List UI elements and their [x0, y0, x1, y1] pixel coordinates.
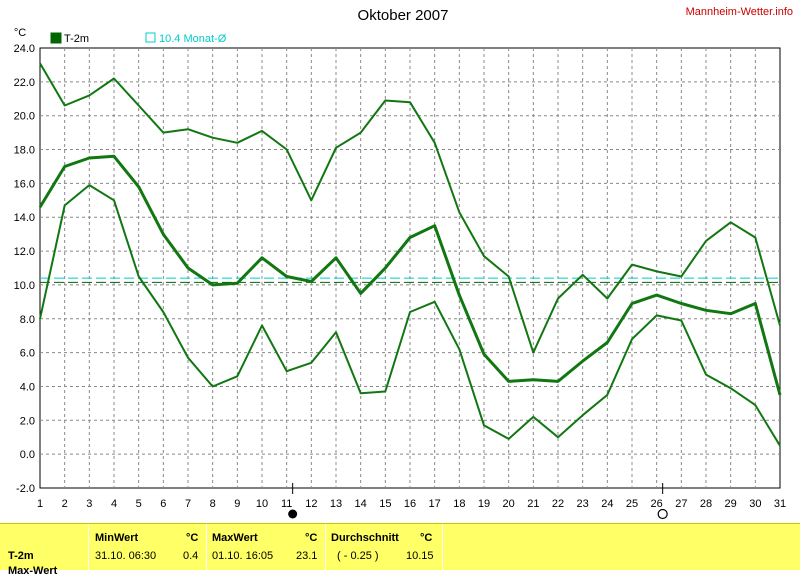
avg-unit: °C [420, 532, 433, 544]
statistics-panel: MinWert °C MaxWert °C Durchschnitt °C T-… [0, 523, 800, 577]
x-tick-label: 12 [305, 498, 317, 510]
y-tick-label: 18.0 [14, 145, 35, 157]
x-tick-label: 9 [234, 498, 240, 510]
y-tick-label: 16.0 [14, 178, 35, 190]
max-value: 23.1 [296, 550, 318, 562]
x-tick-label: 16 [404, 498, 416, 510]
series-line-mean [38, 154, 782, 396]
avg-value: 10.15 [406, 550, 434, 562]
y-tick-label: 4.0 [20, 381, 35, 393]
row-name-max: Max-Wert [8, 565, 58, 577]
site-name: Mannheim-Wetter.info [686, 6, 793, 18]
chart-title: Oktober 2007 [358, 7, 449, 24]
x-tick-label: 27 [675, 498, 687, 510]
legend-label-monthly-avg: 10.4 Monat-Ø [159, 33, 227, 45]
chart-grid [39, 47, 781, 489]
x-tick-label: 30 [749, 498, 761, 510]
y-tick-label: 2.0 [20, 415, 35, 427]
y-tick-label: 6.0 [20, 348, 35, 360]
x-tick-label: 24 [601, 498, 613, 510]
row-name-t2m: T-2m [8, 550, 34, 562]
y-tick-label: 8.0 [20, 314, 35, 326]
max-time: 01.10. 16:05 [212, 550, 274, 562]
x-tick-label: 10 [256, 498, 268, 510]
reference-lines [40, 277, 780, 283]
x-tick-label: 13 [330, 498, 342, 510]
series-line-min [39, 184, 781, 447]
x-tick-label: 3 [86, 498, 92, 510]
x-tick-label: 6 [160, 498, 166, 510]
y-tick-label: 20.0 [14, 111, 35, 123]
x-tick-label: 18 [453, 498, 465, 510]
legend-label-t2m: T-2m [64, 33, 89, 45]
y-tick-label: 10.0 [14, 280, 35, 292]
x-tick-label: 21 [527, 498, 539, 510]
x-tick-label: 11 [281, 498, 292, 510]
y-axis-unit: °C [14, 27, 26, 39]
legend-swatch-t2m [50, 32, 62, 44]
x-tick-label: 25 [626, 498, 638, 510]
x-axis-labels: 1 2 3 4 5 6 7 8 9 10 11 12 13 14 15 16 17 18 19 20 21 22 23 24 2… [37, 498, 786, 510]
legend: T-2m 10.4 Monat-Ø [50, 32, 227, 45]
x-tick-label: 23 [577, 498, 589, 510]
x-tick-label: 4 [111, 498, 117, 510]
x-tick-label: 2 [62, 498, 68, 510]
x-tick-label: 28 [700, 498, 712, 510]
new-moon-icon [288, 509, 298, 519]
min-value: 0.4 [183, 550, 199, 562]
x-tick-label: 8 [210, 498, 216, 510]
min-time: 31.10. 06:30 [95, 550, 157, 562]
x-tick-label: 22 [552, 498, 564, 510]
x-tick-label: 19 [478, 498, 490, 510]
series-line-max [39, 62, 781, 354]
x-tick-label: 7 [185, 498, 191, 510]
y-tick-label: 22.0 [14, 77, 35, 89]
x-tick-label: 15 [379, 498, 391, 510]
avg-header: Durchschnitt [331, 532, 399, 544]
max-header: MaxWert [212, 532, 258, 544]
y-tick-label: 0.0 [20, 449, 35, 461]
x-tick-label: 20 [503, 498, 515, 510]
y-axis-labels: -2.0 0.0 2.0 4.0 6.0 8.0 10.0 12.0 14.0 16.0 18.0 2… [14, 43, 35, 495]
max-unit: °C [305, 532, 318, 544]
x-tick-label: 1 [37, 498, 43, 510]
moon-phases [288, 483, 668, 520]
min-unit: °C [186, 532, 199, 544]
y-tick-label: -2.0 [16, 483, 35, 495]
x-tick-label: 29 [725, 498, 737, 510]
y-tick-label: 24.0 [14, 43, 35, 55]
y-tick-label: 14.0 [14, 212, 35, 224]
x-tick-label: 31 [774, 498, 786, 510]
y-tick-label: 12.0 [14, 246, 35, 258]
avg-diff: ( - 0.25 ) [337, 550, 379, 562]
min-header: MinWert [95, 532, 139, 544]
full-moon-icon [657, 508, 668, 520]
x-tick-label: 5 [136, 498, 142, 510]
temperature-chart: 1 2 3 4 5 6 7 8 9 10 11 12 13 14 15 16 17 18 19 20 21 22 23 24 2… [14, 6, 793, 520]
x-tick-label: 14 [355, 498, 367, 510]
x-tick-label: 17 [429, 498, 441, 510]
x-tick-label: 26 [651, 498, 663, 510]
legend-swatch-monthly-avg [145, 32, 156, 43]
chart-series [38, 62, 782, 447]
